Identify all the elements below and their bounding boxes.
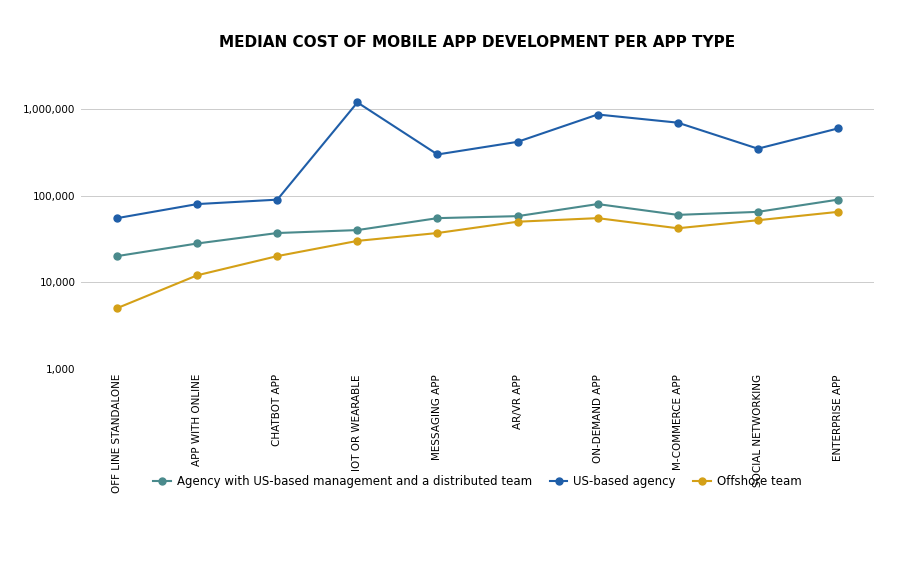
US-based agency [592, 111, 603, 118]
Offshore team [752, 217, 763, 223]
US-based agency [112, 215, 123, 222]
Line: Agency with US-based management and a distributed team: Agency with US-based management and a di… [114, 196, 842, 260]
Agency with US-based management and a distributed team [192, 240, 203, 247]
Offshore team [192, 272, 203, 279]
Offshore team [112, 304, 123, 311]
Line: Offshore team: Offshore team [114, 209, 842, 312]
US-based agency [833, 125, 843, 132]
US-based agency [512, 138, 523, 145]
Agency with US-based management and a distributed team [512, 213, 523, 219]
US-based agency [672, 119, 683, 126]
Offshore team [672, 225, 683, 232]
US-based agency [352, 99, 363, 106]
US-based agency [272, 196, 283, 203]
Offshore team [833, 209, 843, 215]
US-based agency [432, 151, 443, 158]
Agency with US-based management and a distributed team [752, 209, 763, 215]
Agency with US-based management and a distributed team [432, 215, 443, 222]
Legend: Agency with US-based management and a distributed team, US-based agency, Offshor: Agency with US-based management and a di… [149, 471, 806, 493]
Offshore team [352, 238, 363, 244]
Agency with US-based management and a distributed team [272, 230, 283, 236]
Agency with US-based management and a distributed team [672, 211, 683, 218]
Line: US-based agency: US-based agency [114, 99, 842, 222]
Agency with US-based management and a distributed team [352, 227, 363, 234]
Offshore team [272, 253, 283, 260]
US-based agency [192, 201, 203, 208]
Agency with US-based management and a distributed team [112, 253, 123, 260]
US-based agency [752, 145, 763, 152]
Offshore team [432, 230, 443, 236]
Offshore team [592, 215, 603, 222]
Title: MEDIAN COST OF MOBILE APP DEVELOPMENT PER APP TYPE: MEDIAN COST OF MOBILE APP DEVELOPMENT PE… [220, 35, 735, 50]
Offshore team [512, 218, 523, 225]
Agency with US-based management and a distributed team [833, 196, 843, 203]
Agency with US-based management and a distributed team [592, 201, 603, 208]
